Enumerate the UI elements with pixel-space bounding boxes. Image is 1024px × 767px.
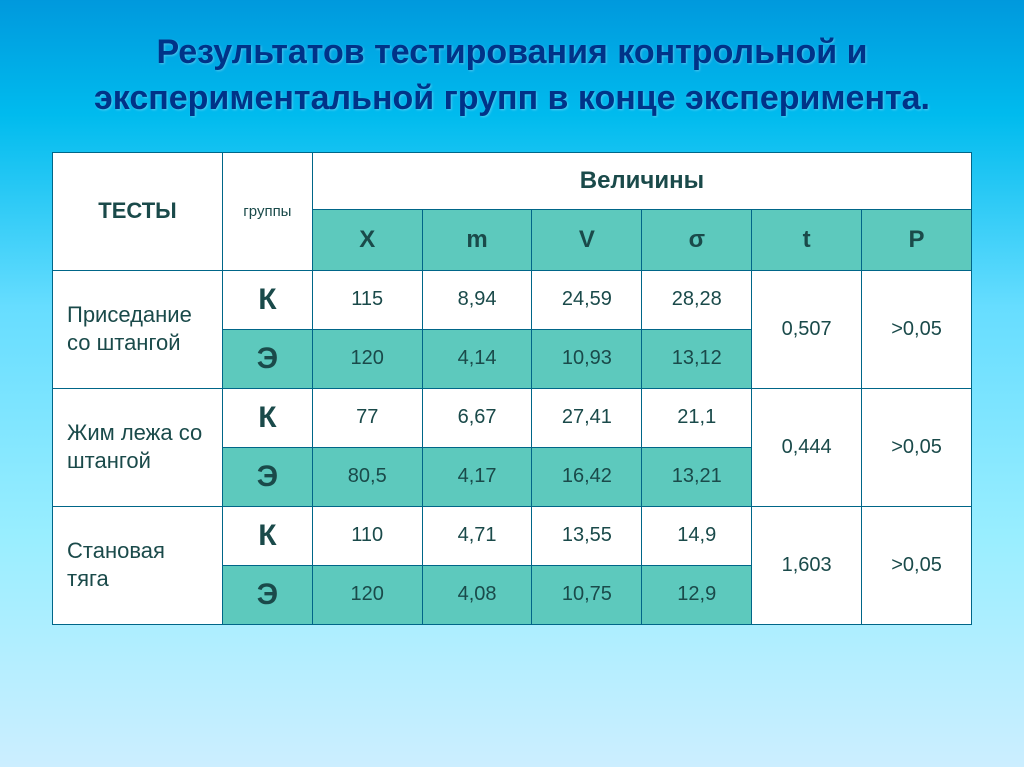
group-k: К [222,388,312,447]
cell-p: >0,05 [862,270,972,388]
cell: 115 [312,270,422,329]
cell: 120 [312,329,422,388]
group-e: Э [222,565,312,624]
cell: 13,12 [642,329,752,388]
cell: 16,42 [532,447,642,506]
cell: 80,5 [312,447,422,506]
cell: 27,41 [532,388,642,447]
group-k: К [222,506,312,565]
cell-t: 0,507 [752,270,862,388]
header-values: Величины [312,152,971,209]
test-label: Становая тяга [53,506,223,624]
results-table: ТЕСТЫ группы Величины X m V σ t P Присед… [52,152,972,625]
cell: 10,75 [532,565,642,624]
cell: 13,55 [532,506,642,565]
group-e: Э [222,447,312,506]
header-groups: группы [222,152,312,270]
cell: 110 [312,506,422,565]
cell: 4,08 [422,565,532,624]
col-x: X [312,209,422,270]
slide-title: Результатов тестирования контрольной и э… [40,30,984,122]
group-k: К [222,270,312,329]
test-label: Приседание со штангой [53,270,223,388]
header-tests: ТЕСТЫ [53,152,223,270]
cell: 24,59 [532,270,642,329]
cell-p: >0,05 [862,388,972,506]
cell: 4,71 [422,506,532,565]
cell: 13,21 [642,447,752,506]
cell-p: >0,05 [862,506,972,624]
cell: 12,9 [642,565,752,624]
cell: 4,14 [422,329,532,388]
test-label: Жим лежа со штангой [53,388,223,506]
col-sigma: σ [642,209,752,270]
col-m: m [422,209,532,270]
cell-t: 0,444 [752,388,862,506]
cell: 120 [312,565,422,624]
cell: 14,9 [642,506,752,565]
col-t: t [752,209,862,270]
cell: 77 [312,388,422,447]
col-p: P [862,209,972,270]
cell: 21,1 [642,388,752,447]
cell: 4,17 [422,447,532,506]
cell-t: 1,603 [752,506,862,624]
cell: 6,67 [422,388,532,447]
cell: 28,28 [642,270,752,329]
col-v: V [532,209,642,270]
group-e: Э [222,329,312,388]
cell: 10,93 [532,329,642,388]
cell: 8,94 [422,270,532,329]
